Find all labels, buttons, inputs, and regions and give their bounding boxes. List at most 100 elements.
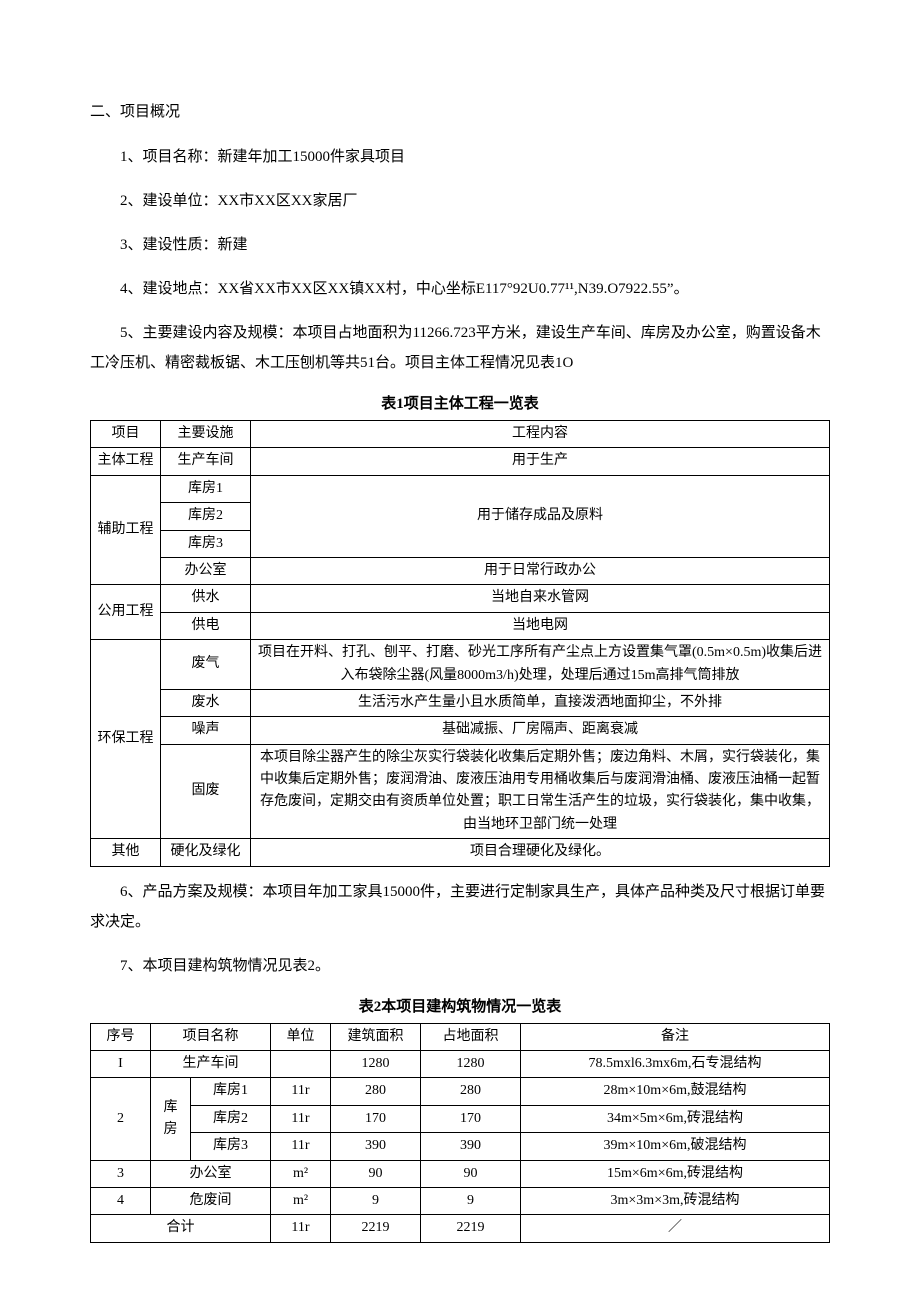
table-cell: 危废间 <box>151 1187 271 1214</box>
table-cell: 固废 <box>161 744 251 839</box>
table-cell: 当地电网 <box>251 612 830 639</box>
table-row: 4 危废间 m² 9 9 3m×3m×3m,砖混结构 <box>91 1187 830 1214</box>
paragraph-6: 6、产品方案及规模：本项目年加工家具15000件，主要进行定制家具生产，具体产品… <box>90 877 830 937</box>
table-cell: 280 <box>331 1078 421 1105</box>
table-cell: 28m×10m×6m,鼓混结构 <box>521 1078 830 1105</box>
table-header-cell: 备注 <box>521 1023 830 1050</box>
table-cell: 当地自来水管网 <box>251 585 830 612</box>
table-cell: 390 <box>421 1133 521 1160</box>
paragraph-1: 1、项目名称：新建年加工15000件家具项目 <box>90 142 830 172</box>
table-row: 供电 当地电网 <box>91 612 830 639</box>
table-cell: 39m×10m×6m,破混结构 <box>521 1133 830 1160</box>
table-cell: m² <box>271 1160 331 1187</box>
table-row: I 生产车间 1280 1280 78.5mxl6.3mx6m,石专混结构 <box>91 1051 830 1078</box>
table-cell: 9 <box>331 1187 421 1214</box>
table-row: 公用工程 供水 当地自来水管网 <box>91 585 830 612</box>
table-cell: 库房1 <box>191 1078 271 1105</box>
table2: 序号 项目名称 单位 建筑面积 占地面积 备注 I 生产车间 1280 1280… <box>90 1023 830 1243</box>
table-row: 其他 硬化及绿化 项目合理硬化及绿化。 <box>91 839 830 866</box>
table-cell: 项目合理硬化及绿化。 <box>251 839 830 866</box>
table-row: 序号 项目名称 单位 建筑面积 占地面积 备注 <box>91 1023 830 1050</box>
table-cell: 390 <box>331 1133 421 1160</box>
table-cell: 用于储存成品及原料 <box>251 475 830 557</box>
table2-caption: 表2本项目建构筑物情况一览表 <box>90 995 830 1019</box>
table-cell: 库房2 <box>161 503 251 530</box>
table-cell: 环保工程 <box>91 640 161 839</box>
table1-caption: 表1项目主体工程一览表 <box>90 392 830 416</box>
table-cell: 4 <box>91 1187 151 1214</box>
table-cell: 15m×6m×6m,砖混结构 <box>521 1160 830 1187</box>
table-header-cell: 主要设施 <box>161 421 251 448</box>
table-row: 办公室 用于日常行政办公 <box>91 557 830 584</box>
table-row: 合计 11r 2219 2219 ／ <box>91 1215 830 1242</box>
table-cell: 库房1 <box>161 475 251 502</box>
table-cell: 办公室 <box>161 557 251 584</box>
table-row: 库房3 11r 390 390 39m×10m×6m,破混结构 <box>91 1133 830 1160</box>
table-cell: m² <box>271 1187 331 1214</box>
table-row: 库房2 11r 170 170 34m×5m×6m,砖混结构 <box>91 1105 830 1132</box>
paragraph-5: 5、主要建设内容及规模：本项目占地面积为11266.723平方米，建设生产车间、… <box>90 318 830 378</box>
table-cell: 34m×5m×6m,砖混结构 <box>521 1105 830 1132</box>
table-cell: 生产车间 <box>161 448 251 475</box>
table-cell: 11r <box>271 1215 331 1242</box>
table-cell: 1280 <box>421 1051 521 1078</box>
table-cell: 11r <box>271 1078 331 1105</box>
table-cell: ／ <box>521 1215 830 1242</box>
table-cell: 库房2 <box>191 1105 271 1132</box>
table-cell: 78.5mxl6.3mx6m,石专混结构 <box>521 1051 830 1078</box>
table-cell: 2219 <box>331 1215 421 1242</box>
table-header-cell: 建筑面积 <box>331 1023 421 1050</box>
table-cell: 9 <box>421 1187 521 1214</box>
table-header-cell: 序号 <box>91 1023 151 1050</box>
table-cell: 用于生产 <box>251 448 830 475</box>
table-cell: 废气 <box>161 640 251 690</box>
table-row: 辅助工程 库房1 用于储存成品及原料 <box>91 475 830 502</box>
table-cell: 3m×3m×3m,砖混结构 <box>521 1187 830 1214</box>
table-cell: 公用工程 <box>91 585 161 640</box>
table-header-cell: 单位 <box>271 1023 331 1050</box>
table-cell: 生产车间 <box>151 1051 271 1078</box>
table-cell: 主体工程 <box>91 448 161 475</box>
table-cell: 170 <box>421 1105 521 1132</box>
table-cell: 11r <box>271 1133 331 1160</box>
table-cell: 项目在开料、打孔、刨平、打磨、砂光工序所有产尘点上方设置集气罩(0.5m×0.5… <box>251 640 830 690</box>
paragraph-3: 3、建设性质：新建 <box>90 230 830 260</box>
table-cell: 用于日常行政办公 <box>251 557 830 584</box>
table-cell: 供电 <box>161 612 251 639</box>
table-cell: 废水 <box>161 689 251 716</box>
table-cell: 硬化及绿化 <box>161 839 251 866</box>
table-cell: 其他 <box>91 839 161 866</box>
table-cell: 基础减振、厂房隔声、距离衰减 <box>251 717 830 744</box>
table-row: 废水 生活污水产生量小且水质简单，直接泼洒地面抑尘，不外排 <box>91 689 830 716</box>
table-cell: I <box>91 1051 151 1078</box>
table-cell: 办公室 <box>151 1160 271 1187</box>
table-row: 噪声 基础减振、厂房隔声、距离衰减 <box>91 717 830 744</box>
table-row: 环保工程 废气 项目在开料、打孔、刨平、打磨、砂光工序所有产尘点上方设置集气罩(… <box>91 640 830 690</box>
table-cell: 合计 <box>91 1215 271 1242</box>
table-cell: 生活污水产生量小且水质简单，直接泼洒地面抑尘，不外排 <box>251 689 830 716</box>
table-row: 主体工程 生产车间 用于生产 <box>91 448 830 475</box>
table-cell: 辅助工程 <box>91 475 161 585</box>
table-cell: 库房3 <box>161 530 251 557</box>
table-header-cell: 占地面积 <box>421 1023 521 1050</box>
table-cell: 噪声 <box>161 717 251 744</box>
table-cell: 库房 <box>151 1078 191 1160</box>
paragraph-4: 4、建设地点：XX省XX市XX区XX镇XX村，中心坐标E117°92U0.77¹… <box>90 274 830 304</box>
table-cell: 90 <box>421 1160 521 1187</box>
table-cell: 1280 <box>331 1051 421 1078</box>
table-cell <box>271 1051 331 1078</box>
table-row: 固废 本项目除尘器产生的除尘灰实行袋装化收集后定期外售；废边角料、木屑，实行袋装… <box>91 744 830 839</box>
table-cell: 库房3 <box>191 1133 271 1160</box>
table-cell: 170 <box>331 1105 421 1132</box>
table-cell: 本项目除尘器产生的除尘灰实行袋装化收集后定期外售；废边角料、木屑，实行袋装化，集… <box>251 744 830 839</box>
table-cell: 2219 <box>421 1215 521 1242</box>
table-header-cell: 项目 <box>91 421 161 448</box>
table1: 项目 主要设施 工程内容 主体工程 生产车间 用于生产 辅助工程 库房1 用于储… <box>90 420 830 867</box>
paragraph-2: 2、建设单位：XX市XX区XX家居厂 <box>90 186 830 216</box>
table-header-cell: 项目名称 <box>151 1023 271 1050</box>
table-cell: 90 <box>331 1160 421 1187</box>
table-row: 2 库房 库房1 11r 280 280 28m×10m×6m,鼓混结构 <box>91 1078 830 1105</box>
section-heading: 二、项目概况 <box>90 100 830 124</box>
table-cell: 280 <box>421 1078 521 1105</box>
table-cell: 11r <box>271 1105 331 1132</box>
